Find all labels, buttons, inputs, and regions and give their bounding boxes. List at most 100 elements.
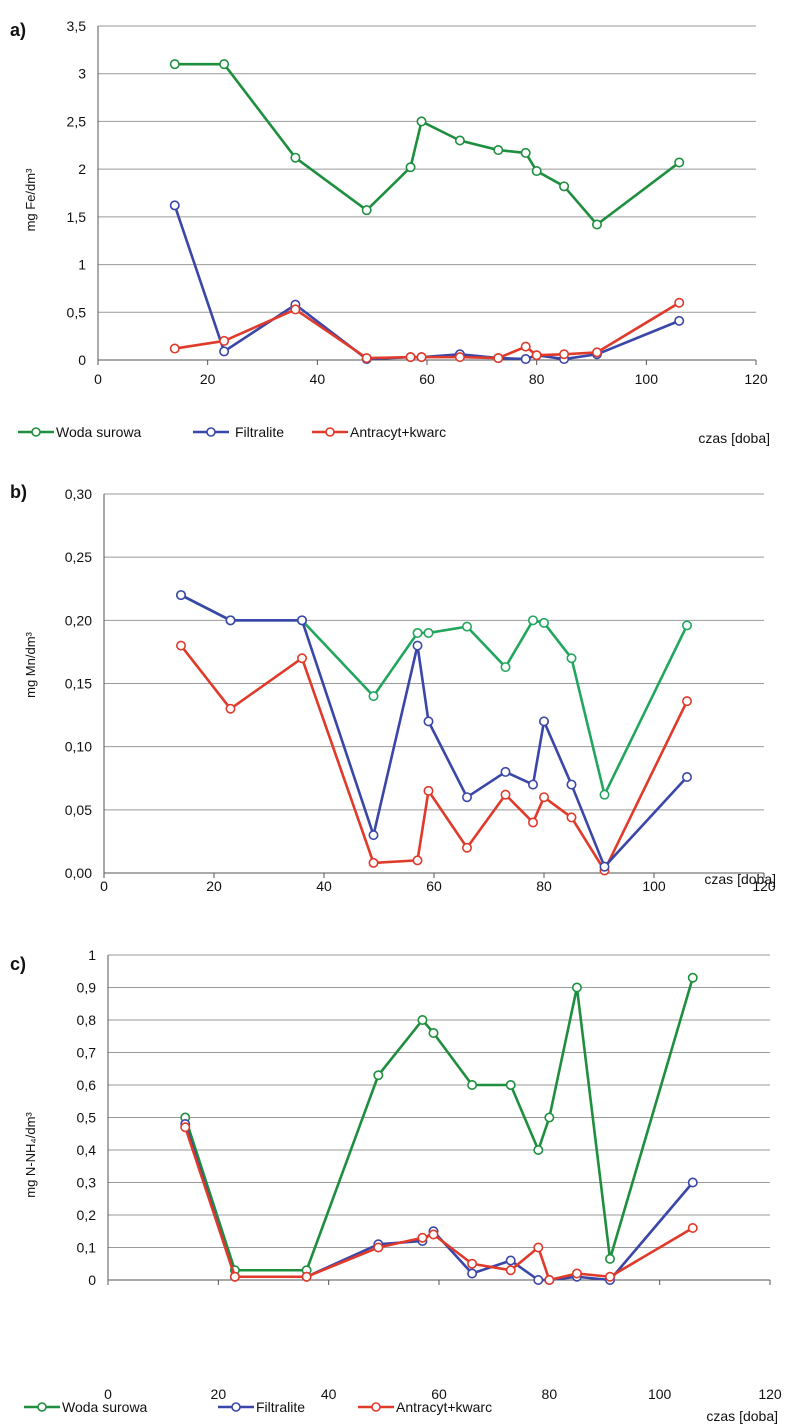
data-point [361, 353, 372, 364]
chart-panel-c: c) 0 0,1 0,2 0,3 0,4 0,5 0,6 0,7 0,8 0,9 1 0 20 40 60… [0, 940, 786, 1428]
data-point [520, 354, 531, 365]
chart-grid [97, 25, 756, 361]
data-point [527, 817, 538, 828]
chart-b-svg: b) 0,00 0,05 0,10 0,15 0,20 0,25 0,30 0 20 40 60 8… [10, 482, 776, 894]
chart-xticks: 0 20 40 60 80 100 120 [100, 873, 776, 894]
data-point [417, 1015, 428, 1026]
chart-grid [103, 493, 764, 874]
y-tick-label: 0 [88, 1272, 96, 1288]
y-tick-label: 0,10 [65, 739, 92, 755]
y-tick-label: 0,25 [65, 549, 92, 565]
data-point [531, 166, 542, 177]
data-point [169, 200, 180, 211]
series-line [183, 1123, 694, 1282]
chart-legend: Woda surowa Filtralite Antracyt+kwarc [24, 1399, 492, 1415]
x-tick-label: 80 [536, 878, 552, 894]
panel-label: c) [10, 954, 26, 974]
x-tick-label: 40 [316, 878, 332, 894]
data-point [500, 662, 511, 673]
x-tick-label: 120 [744, 371, 768, 387]
data-point [505, 1255, 516, 1266]
data-point [417, 1232, 428, 1243]
data-point [559, 181, 570, 192]
y-tick-label: 0,30 [65, 486, 92, 502]
x-tick-label: 40 [321, 1386, 337, 1402]
data-point [229, 1271, 240, 1282]
data-point [493, 145, 504, 156]
x-tick-label: 80 [529, 371, 545, 387]
data-point [527, 779, 538, 790]
data-point [454, 352, 465, 363]
x-tick-label: 100 [642, 878, 666, 894]
chart-yticks: 0 0,5 1 1,5 2 2,5 3 3,5 [67, 18, 87, 368]
legend-label: Woda surowa [62, 1399, 148, 1415]
chart-yticks: 0 0,1 0,2 0,3 0,4 0,5 0,6 0,7 0,8 0,9 1 [77, 947, 97, 1288]
data-point [412, 855, 423, 866]
x-tick-label: 100 [648, 1386, 672, 1402]
data-point [467, 1258, 478, 1269]
data-point [405, 352, 416, 363]
data-point [531, 350, 542, 361]
data-point [674, 157, 685, 168]
x-tick-label: 40 [310, 371, 326, 387]
y-tick-label: 3 [78, 66, 86, 82]
y-axis-label: mg Fe/dm³ [23, 168, 38, 232]
y-tick-label: 2,5 [67, 113, 87, 129]
y-tick-label: 0,2 [77, 1207, 97, 1223]
data-point [428, 1028, 439, 1039]
series-line [173, 204, 680, 361]
data-point [505, 1080, 516, 1091]
data-point [361, 205, 372, 216]
data-point [225, 703, 236, 714]
legend-swatch-marker [371, 1402, 381, 1412]
data-point [571, 982, 582, 993]
x-tick-label: 100 [635, 371, 659, 387]
data-point [681, 620, 692, 631]
legend-swatch-marker [37, 1402, 47, 1412]
legend-label: Antracyt+kwarc [350, 424, 446, 440]
series-line [180, 593, 688, 868]
data-point [493, 353, 504, 364]
data-point [559, 349, 570, 360]
data-point [681, 771, 692, 782]
x-tick-label: 0 [100, 878, 108, 894]
x-tick-label: 20 [211, 1386, 227, 1402]
legend-swatch-marker [31, 427, 41, 437]
panel-label: b) [10, 482, 27, 502]
y-tick-label: 1,5 [67, 209, 87, 225]
data-point [566, 779, 577, 790]
x-tick-label: 80 [542, 1386, 558, 1402]
legend-swatch-marker [206, 427, 216, 437]
data-point [467, 1268, 478, 1279]
legend-label: Woda surowa [56, 424, 142, 440]
data-point [405, 162, 416, 173]
data-point [687, 1177, 698, 1188]
data-point [674, 297, 685, 308]
data-point [461, 842, 472, 853]
chart-c-svg: c) 0 0,1 0,2 0,3 0,4 0,5 0,6 0,7 0,8 0,9 1 0 20 40 60… [10, 947, 782, 1424]
data-point [520, 147, 531, 158]
data-point [296, 615, 307, 626]
y-tick-label: 0,00 [65, 865, 92, 881]
data-point [591, 219, 602, 230]
data-point [533, 1274, 544, 1285]
chart-yticks: 0,00 0,05 0,10 0,15 0,20 0,25 0,30 [65, 486, 92, 881]
chart-xticks: 0 20 40 60 80 100 120 [104, 1280, 782, 1402]
chart-legend: Woda surowa Filtralite Antracyt+kwarc [18, 424, 446, 440]
x-tick-label: 0 [94, 371, 102, 387]
x-axis-label: czas [doba] [706, 1408, 778, 1424]
y-tick-label: 0,5 [67, 304, 87, 320]
series-line [180, 593, 689, 796]
y-tick-label: 0,4 [77, 1142, 97, 1158]
data-point [533, 1145, 544, 1156]
y-tick-label: 0,20 [65, 612, 92, 628]
data-point [544, 1274, 555, 1285]
data-point [461, 621, 472, 632]
legend-label: Filtralite [235, 424, 284, 440]
x-tick-label: 0 [104, 1386, 112, 1402]
y-tick-label: 0,3 [77, 1175, 97, 1191]
data-point [681, 696, 692, 707]
data-point [416, 116, 427, 127]
data-point [454, 135, 465, 146]
data-point [416, 352, 427, 363]
